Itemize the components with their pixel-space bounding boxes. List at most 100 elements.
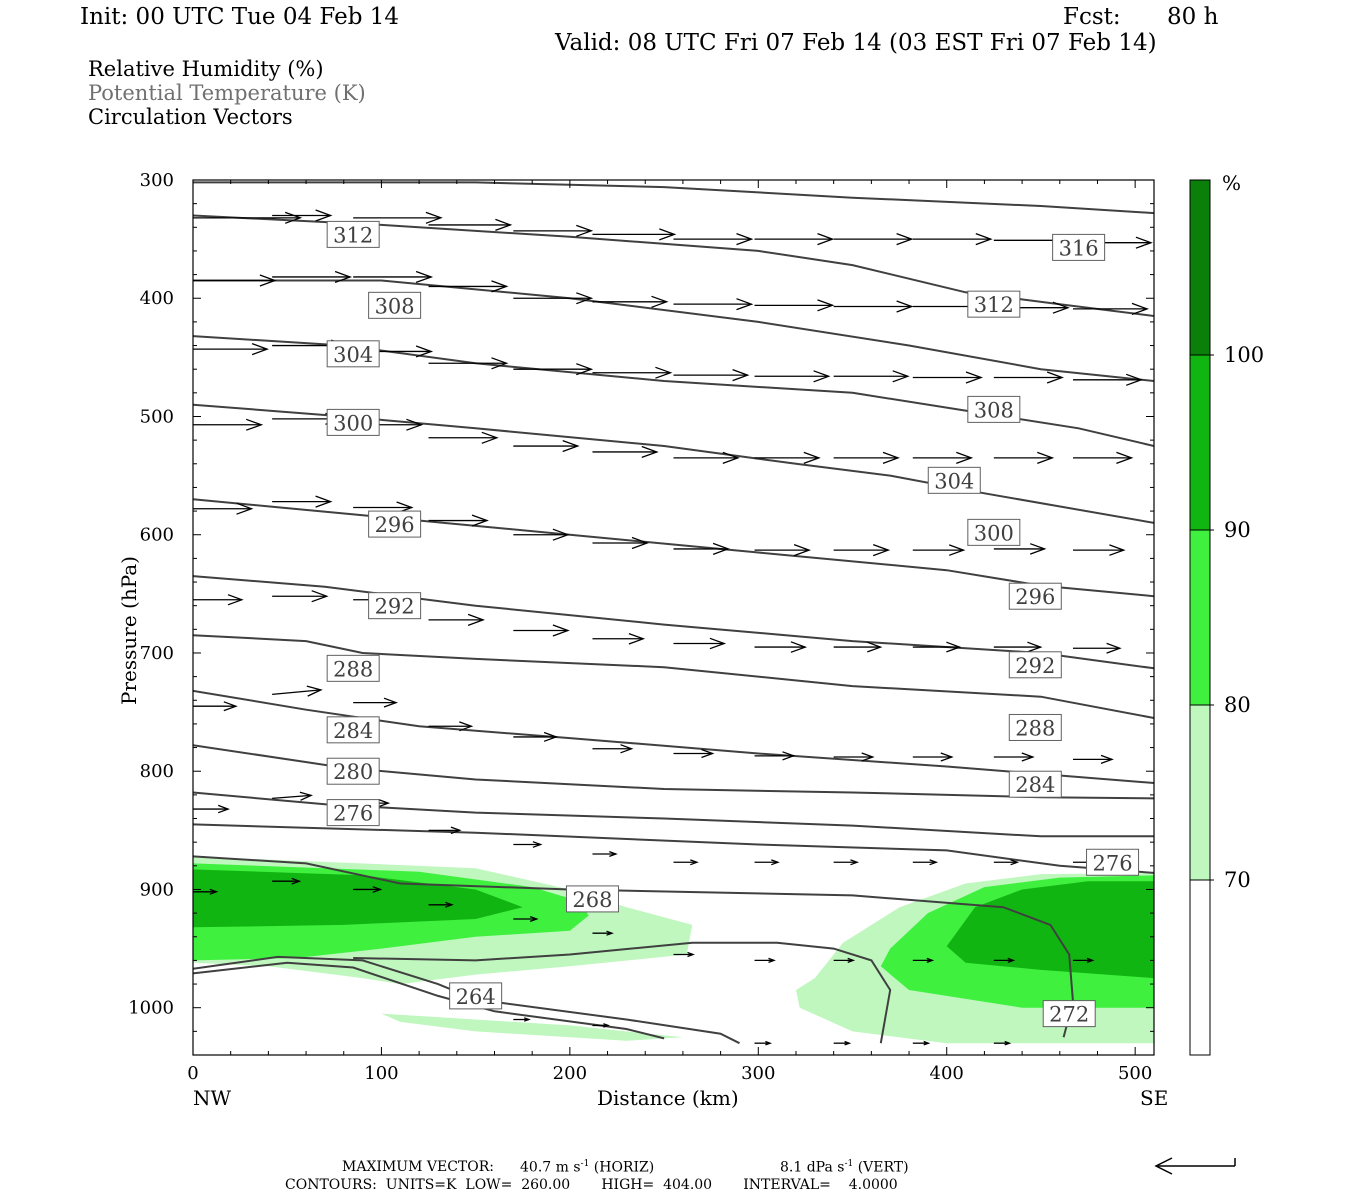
- vector-arrow: [1072, 642, 1122, 654]
- vector-arrow: [912, 451, 974, 465]
- theta-contour-264: [193, 961, 665, 1040]
- vector-head: [847, 957, 856, 964]
- vector-head: [803, 451, 821, 465]
- vector-arrow: [833, 859, 860, 866]
- vector-head: [606, 930, 614, 936]
- vector-head: [793, 543, 811, 557]
- colorbar-segment: [1190, 880, 1210, 1055]
- contour-label: 284: [1008, 770, 1062, 798]
- vector-head: [1100, 754, 1114, 765]
- vector-arrow: [912, 544, 966, 556]
- y-tick-label: 300: [140, 170, 174, 191]
- vector-arrow: [754, 1040, 773, 1046]
- vector-head: [965, 371, 983, 384]
- vector-arrow: [193, 211, 303, 224]
- theta-contour-292: [193, 634, 1154, 719]
- colorbar-tick-label: 70: [1224, 868, 1251, 892]
- colorbar-frame: [1189, 179, 1211, 1056]
- vector-head: [471, 514, 489, 527]
- vector-arrow: [754, 957, 776, 964]
- vector-head: [975, 232, 993, 246]
- x-tick-label: 0: [187, 1063, 198, 1084]
- y-tick-label: 900: [140, 879, 174, 900]
- vector-arrow: [1072, 544, 1126, 556]
- contour-label: 308: [368, 291, 422, 319]
- vector-head: [415, 270, 434, 284]
- vector-head: [223, 701, 238, 712]
- vector-arrow: [592, 228, 677, 241]
- contour-label-box: [1086, 848, 1140, 876]
- vector-head: [543, 731, 559, 742]
- x-axis-label: Distance (km): [597, 1086, 739, 1110]
- vector-arrow: [673, 859, 699, 866]
- vector-head: [948, 544, 966, 556]
- vector-head: [620, 744, 634, 754]
- vector-head: [1021, 752, 1035, 762]
- contour-label-box: [326, 654, 380, 682]
- contour-label: 304: [326, 340, 380, 368]
- vector-arrow: [193, 274, 277, 287]
- vector-head: [529, 915, 539, 923]
- vector-arrow: [1072, 302, 1149, 316]
- vector-head: [1131, 302, 1149, 316]
- vector-arrow: [193, 888, 219, 895]
- vector-head: [1029, 543, 1047, 555]
- vector-head: [732, 368, 750, 382]
- contour-label-box: [927, 466, 981, 494]
- vector-arrow: [673, 748, 715, 759]
- vector-arrow: [833, 543, 891, 557]
- vector-head: [217, 804, 230, 814]
- vector-arrow: [272, 270, 353, 284]
- vector-arrow: [428, 613, 485, 627]
- vector-head: [245, 418, 264, 431]
- colorbar-segment: [1190, 530, 1210, 705]
- vector-arrow: [754, 232, 835, 246]
- vector-head: [1135, 236, 1153, 249]
- x-tick-label: 400: [930, 1063, 964, 1084]
- contour-label: 268: [565, 885, 619, 913]
- theta-contour-300: [193, 498, 1154, 598]
- vector-head: [790, 641, 808, 653]
- vector-arrow: [513, 1017, 531, 1022]
- vector-arrow: [428, 901, 454, 908]
- vector-arrow: [1072, 451, 1134, 465]
- vector-arrow: [272, 877, 302, 885]
- colorbar-segment: [1190, 705, 1210, 880]
- vector-arrow: [428, 514, 489, 527]
- vector-arrow: [193, 594, 244, 606]
- vector-arrow: [912, 957, 935, 964]
- vector-head: [771, 859, 780, 866]
- rh-region-70: [381, 1013, 683, 1041]
- vector-arrow: [673, 298, 754, 311]
- vector-arrow: [592, 445, 659, 459]
- vector-arrow: [993, 752, 1035, 762]
- vector-arrow: [993, 957, 1016, 964]
- contour-label-box: [967, 395, 1021, 423]
- vector-head: [609, 850, 618, 858]
- contour-label-text: 288: [1015, 716, 1055, 740]
- vector-head: [813, 370, 831, 383]
- vector-arrow: [993, 1040, 1012, 1046]
- vector-shaft: [272, 794, 312, 800]
- vector-head: [659, 228, 677, 241]
- contour-label: 300: [967, 518, 1021, 546]
- vector-head: [892, 370, 910, 383]
- vector-arrow: [912, 1040, 931, 1046]
- vector-head: [236, 502, 254, 515]
- vector-head: [872, 543, 891, 557]
- vector-head: [406, 418, 424, 431]
- vector-head: [861, 752, 875, 762]
- vector-head: [844, 1040, 852, 1046]
- vector-head: [929, 859, 939, 866]
- contour-label-text: 296: [375, 513, 415, 537]
- vector-arrow: [272, 791, 313, 801]
- contour-label-box: [368, 592, 422, 620]
- contour-label: 292: [368, 592, 422, 620]
- max-vector-vert: 8.1 dPa s-1 (VERT): [780, 1159, 909, 1176]
- vector-arrow: [353, 270, 434, 284]
- theta-contour-276: [193, 823, 1154, 874]
- contour-label: 308: [967, 395, 1021, 423]
- vector-arrow: [1072, 957, 1095, 964]
- legend-relative-humidity: Relative Humidity (%): [88, 57, 324, 81]
- contour-label-box: [326, 220, 380, 248]
